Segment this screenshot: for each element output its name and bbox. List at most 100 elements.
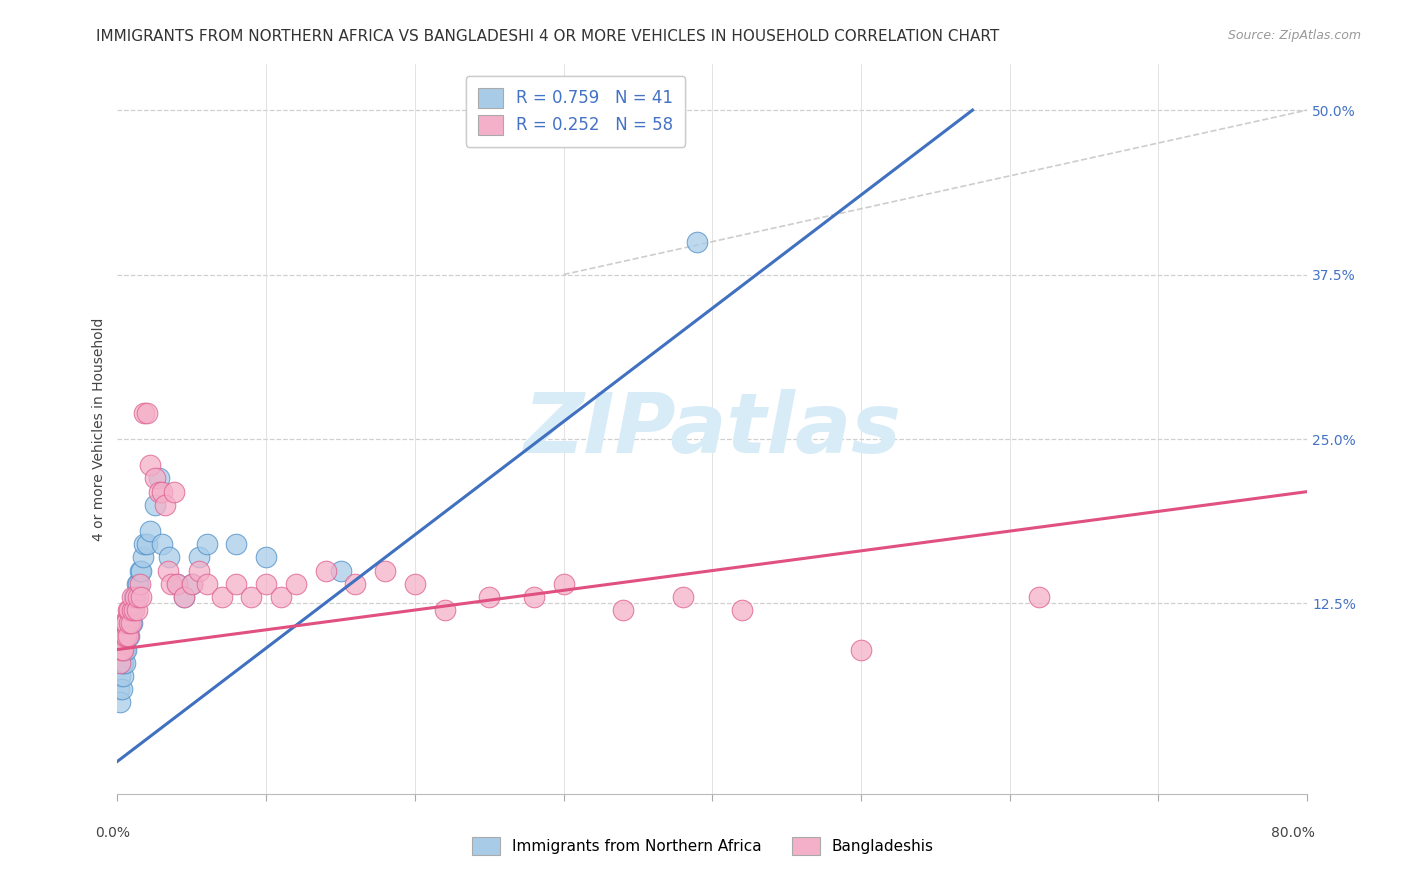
Point xyxy=(270,590,292,604)
Point xyxy=(225,537,247,551)
Point xyxy=(114,642,136,657)
Point xyxy=(115,642,138,657)
Point xyxy=(254,576,277,591)
Point xyxy=(124,590,146,604)
Point xyxy=(344,576,367,591)
Point xyxy=(849,642,872,657)
Point xyxy=(108,642,131,657)
Point xyxy=(523,590,546,604)
Point xyxy=(117,616,139,631)
Point xyxy=(122,603,145,617)
Point xyxy=(129,564,152,578)
Point xyxy=(125,603,148,617)
Text: IMMIGRANTS FROM NORTHERN AFRICA VS BANGLADESHI 4 OR MORE VEHICLES IN HOUSEHOLD C: IMMIGRANTS FROM NORTHERN AFRICA VS BANGL… xyxy=(96,29,998,44)
Point xyxy=(110,695,132,709)
Point xyxy=(166,576,188,591)
Point xyxy=(225,576,247,591)
Point xyxy=(173,590,195,604)
Point xyxy=(240,590,263,604)
Point xyxy=(150,537,173,551)
Point xyxy=(139,458,162,473)
Point xyxy=(132,550,155,565)
Point xyxy=(114,616,136,631)
Point xyxy=(121,616,143,631)
Point xyxy=(121,603,143,617)
Point xyxy=(153,498,176,512)
Point xyxy=(127,590,149,604)
Point xyxy=(110,629,132,643)
Point xyxy=(111,656,134,670)
Point xyxy=(188,564,211,578)
Point xyxy=(120,603,142,617)
Point xyxy=(136,537,159,551)
Point xyxy=(122,590,145,604)
Point xyxy=(195,537,218,551)
Point xyxy=(117,629,139,643)
Point xyxy=(134,406,156,420)
Point xyxy=(160,576,183,591)
Point xyxy=(148,484,170,499)
Point xyxy=(118,629,141,643)
Point xyxy=(118,616,141,631)
Point xyxy=(731,603,754,617)
Point xyxy=(112,616,135,631)
Point xyxy=(159,550,181,565)
Point xyxy=(166,576,188,591)
Point xyxy=(671,590,693,604)
Point xyxy=(117,629,139,643)
Point xyxy=(180,576,202,591)
Point xyxy=(374,564,396,578)
Point xyxy=(108,681,131,696)
Point xyxy=(315,564,337,578)
Point xyxy=(404,576,426,591)
Point xyxy=(143,471,166,485)
Point xyxy=(180,576,202,591)
Point xyxy=(117,603,139,617)
Point xyxy=(143,498,166,512)
Point xyxy=(128,564,150,578)
Point xyxy=(211,590,233,604)
Point xyxy=(188,550,211,565)
Point xyxy=(121,603,143,617)
Point xyxy=(120,616,142,631)
Text: ZIPatlas: ZIPatlas xyxy=(523,389,901,470)
Point xyxy=(173,590,195,604)
Point xyxy=(134,537,156,551)
Point xyxy=(129,590,152,604)
Point xyxy=(163,484,186,499)
Text: Source: ZipAtlas.com: Source: ZipAtlas.com xyxy=(1227,29,1361,42)
Point xyxy=(128,576,150,591)
Point xyxy=(112,656,135,670)
Point xyxy=(124,590,146,604)
Point xyxy=(115,629,138,643)
Point xyxy=(118,616,141,631)
Point xyxy=(112,669,135,683)
Point xyxy=(114,629,136,643)
Legend: Immigrants from Northern Africa, Bangladeshis: Immigrants from Northern Africa, Banglad… xyxy=(465,831,941,861)
Point xyxy=(112,642,135,657)
Point xyxy=(195,576,218,591)
Point xyxy=(139,524,162,538)
Legend: R = 0.759   N = 41, R = 0.252   N = 58: R = 0.759 N = 41, R = 0.252 N = 58 xyxy=(465,76,685,146)
Point xyxy=(121,590,143,604)
Point xyxy=(1028,590,1050,604)
Text: 0.0%: 0.0% xyxy=(96,826,131,839)
Point xyxy=(148,471,170,485)
Point xyxy=(553,576,575,591)
Point xyxy=(115,629,138,643)
Point xyxy=(115,616,138,631)
Point xyxy=(125,576,148,591)
Point xyxy=(478,590,501,604)
Point xyxy=(111,681,134,696)
Point xyxy=(114,656,136,670)
Point xyxy=(110,656,132,670)
Point xyxy=(136,406,159,420)
Point xyxy=(284,576,307,591)
Point xyxy=(150,484,173,499)
Point xyxy=(127,576,149,591)
Point xyxy=(612,603,634,617)
Point xyxy=(254,550,277,565)
Point xyxy=(686,235,709,249)
Point xyxy=(156,564,179,578)
Point xyxy=(118,603,141,617)
